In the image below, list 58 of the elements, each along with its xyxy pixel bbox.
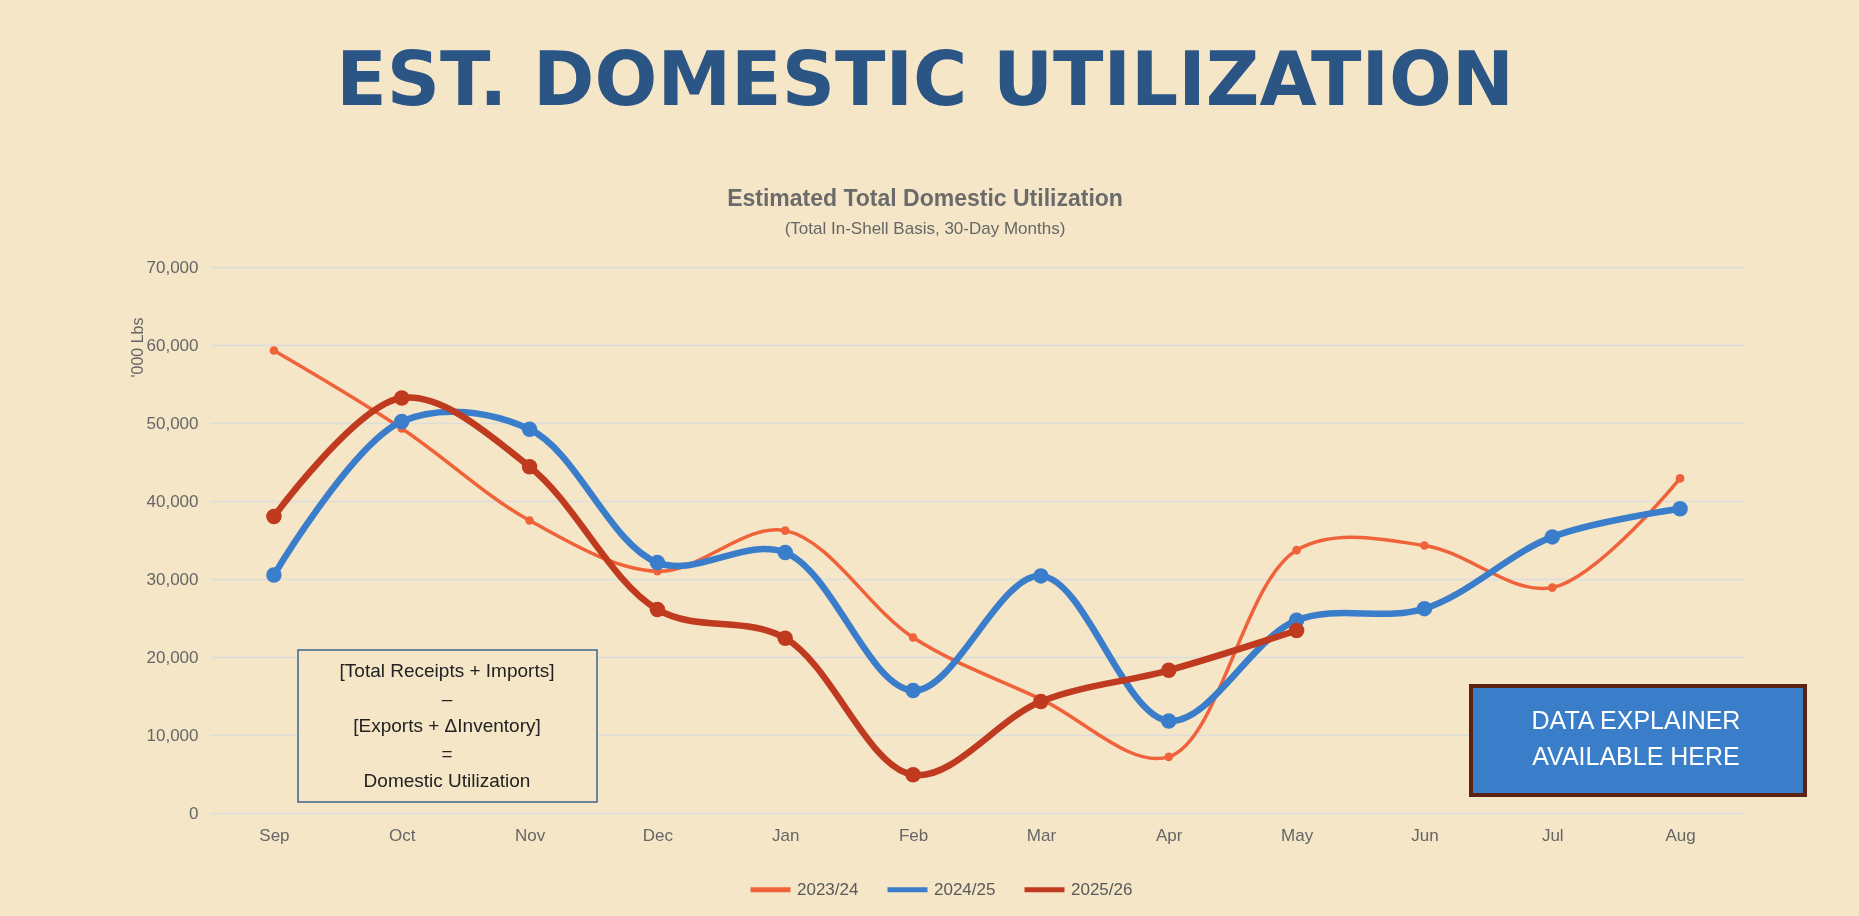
point [521, 421, 538, 437]
point [394, 413, 410, 430]
x-tick-label: May [1281, 825, 1314, 845]
point [266, 508, 282, 525]
text: (Total In-Shell Basis, 30-Day Months) [784, 219, 1066, 238]
chart-title: EST. DOMESTIC UTILIZATION [336, 36, 1514, 122]
x-tick-label: Dec [642, 825, 674, 845]
point [1164, 752, 1174, 762]
point [1544, 529, 1560, 545]
x-tick-label: Jun [1411, 825, 1439, 845]
x-tick-label: Jan [772, 825, 800, 845]
legend-label: 2025/26 [1071, 879, 1133, 899]
x-tick-label: Feb [898, 825, 929, 845]
point [1161, 662, 1177, 678]
point [1161, 713, 1177, 729]
legend-label: 2024/25 [934, 879, 996, 899]
y-tick-label: 10,000 [146, 725, 199, 745]
point [521, 458, 538, 475]
y-tick-label: 60,000 [146, 335, 199, 355]
point [1292, 545, 1301, 555]
y-tick-label: 40,000 [146, 491, 199, 511]
point [269, 346, 279, 355]
y-tick-label: 0 [189, 803, 199, 823]
x-tick-label: Sep [259, 825, 290, 845]
point [649, 601, 666, 618]
point [525, 516, 534, 525]
chart-subtitle: Estimated Total Domestic Utilization [727, 185, 1123, 211]
x-tick-label: Apr [1156, 825, 1183, 845]
point [394, 390, 410, 406]
point [1416, 600, 1433, 617]
point [1675, 474, 1685, 483]
x-tick-label: Jul [1541, 825, 1564, 845]
point [1672, 501, 1688, 517]
y-tick-label: 20,000 [146, 647, 199, 667]
point [777, 630, 793, 647]
point [649, 554, 666, 571]
x-tick-label: Nov [514, 825, 546, 845]
point [905, 682, 921, 699]
point [1420, 541, 1429, 550]
y-tick-label: 50,000 [146, 413, 199, 433]
point [1547, 583, 1557, 592]
point [266, 567, 282, 583]
annotation: [Total Receipts + Imports] – [Exports + ΔInventory] = Domestic Utilization [339, 660, 555, 792]
x-tick-label: Mar [1026, 825, 1057, 845]
point [1033, 568, 1049, 584]
point [1033, 693, 1049, 710]
point [1288, 622, 1305, 639]
y-tick-label: 70,000 [146, 257, 199, 277]
point [905, 767, 921, 783]
point [780, 526, 790, 535]
point [908, 633, 918, 642]
point [777, 544, 793, 561]
legend-label: 2023/24 [797, 879, 859, 899]
annotation: DATA EXPLAINER AVAILABLE HERE [1531, 706, 1741, 771]
x-tick-label: Oct [389, 825, 416, 845]
y-axis-title: '000 Lbs [128, 317, 146, 378]
x-tick-label: Aug [1665, 825, 1696, 845]
y-tick-label: 30,000 [146, 569, 199, 589]
